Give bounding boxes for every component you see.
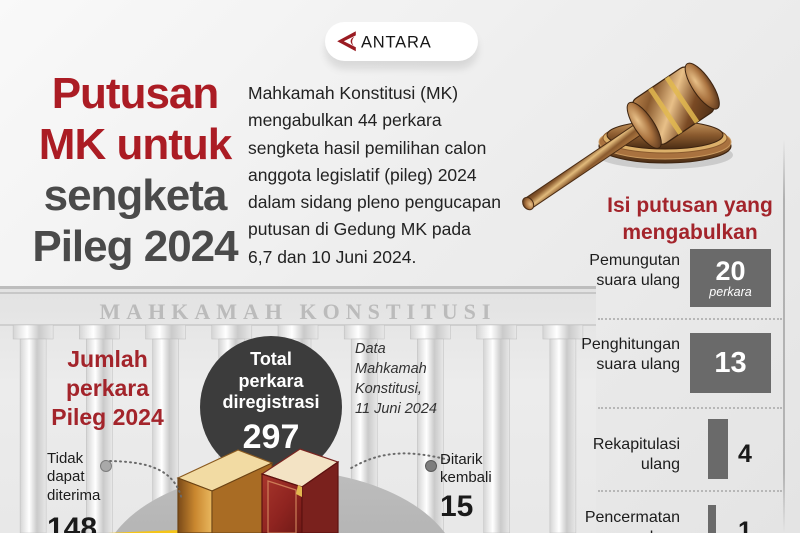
svg-text:ANTARA: ANTARA [361,34,432,52]
